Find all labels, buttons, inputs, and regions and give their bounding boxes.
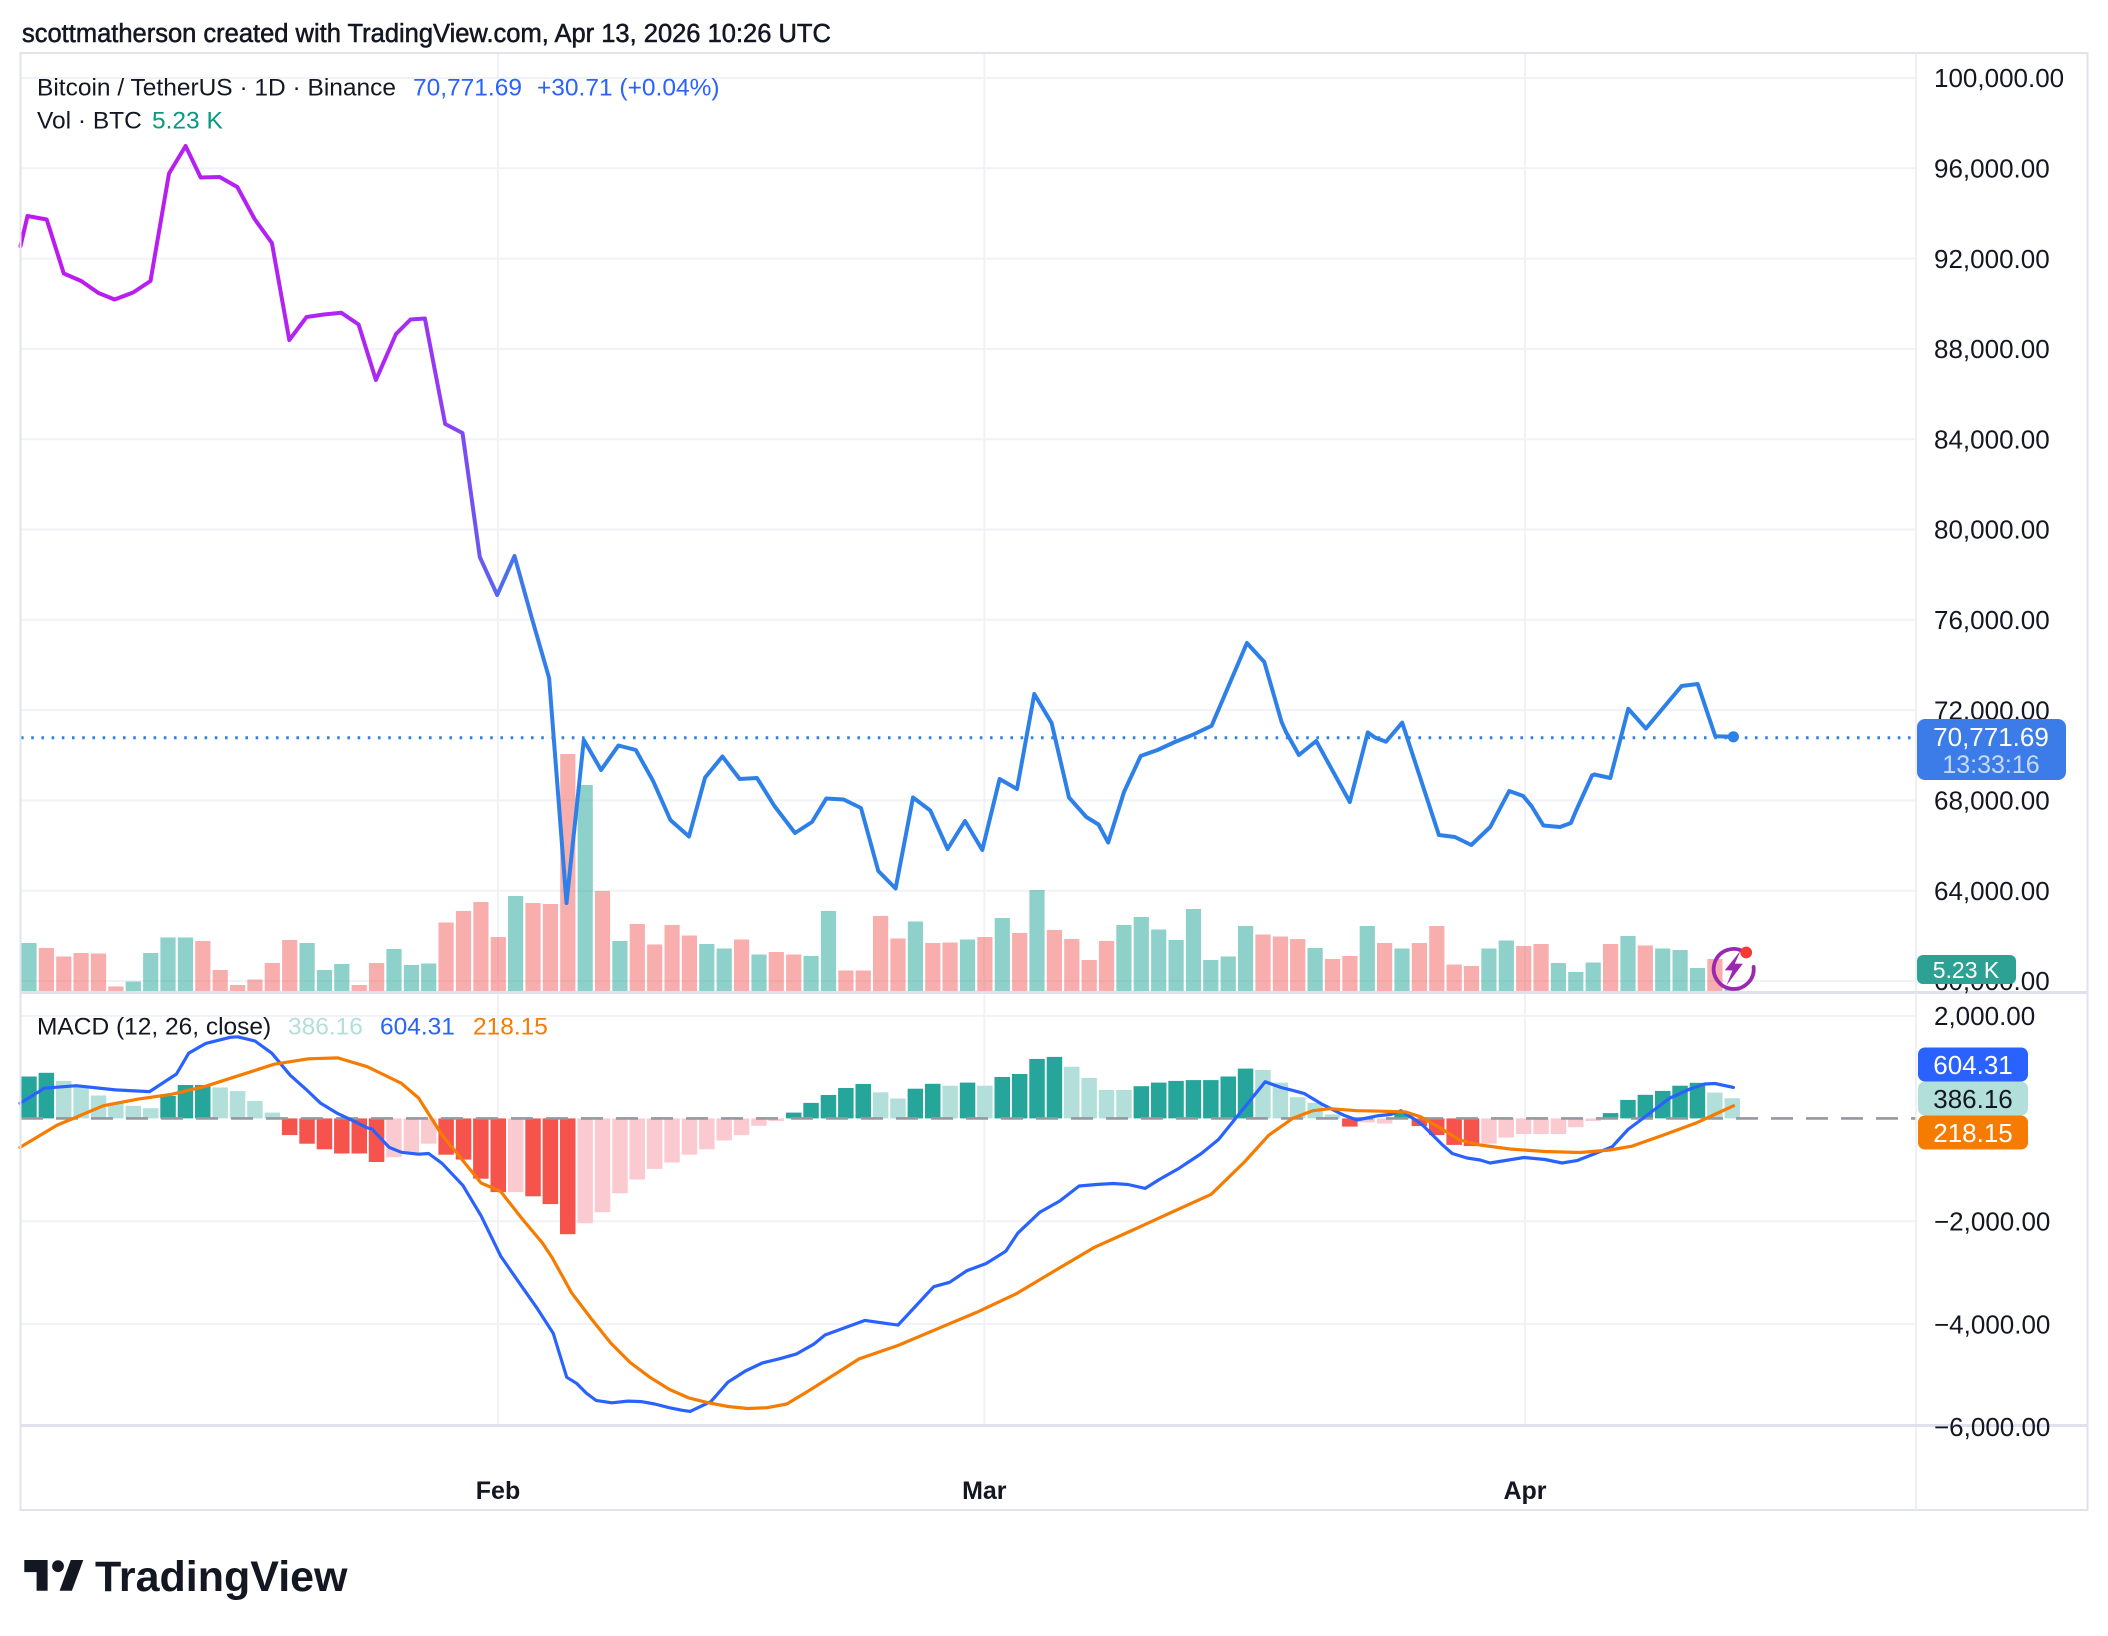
svg-text:68,000.00: 68,000.00 [1934, 786, 2050, 816]
svg-text:76,000.00: 76,000.00 [1934, 605, 2050, 635]
svg-text:Bitcoin / TetherUS · 1D · Bina: Bitcoin / TetherUS · 1D · Binance [37, 75, 396, 102]
svg-text:604.31: 604.31 [1933, 1050, 2013, 1080]
svg-text:scottmatherson created with Tr: scottmatherson created with TradingView.… [22, 20, 831, 48]
svg-text:TradingView: TradingView [95, 1553, 348, 1601]
svg-text:218.15: 218.15 [473, 1014, 548, 1041]
svg-text:96,000.00: 96,000.00 [1934, 154, 2050, 184]
svg-text:92,000.00: 92,000.00 [1934, 244, 2050, 274]
svg-text:80,000.00: 80,000.00 [1934, 515, 2050, 545]
svg-text:84,000.00: 84,000.00 [1934, 424, 2050, 454]
svg-text:218.15: 218.15 [1933, 1118, 2013, 1148]
svg-text:70,771.69: 70,771.69 [1933, 722, 2049, 752]
svg-text:604.31: 604.31 [380, 1014, 455, 1041]
svg-text:64,000.00: 64,000.00 [1934, 876, 2050, 906]
svg-text:−4,000.00: −4,000.00 [1934, 1309, 2050, 1339]
svg-text:5.23 K: 5.23 K [1933, 957, 2000, 983]
svg-text:2,000.00: 2,000.00 [1934, 1001, 2035, 1031]
svg-text:Feb: Feb [476, 1477, 520, 1505]
svg-text:Vol · BTC: Vol · BTC [37, 108, 142, 135]
svg-text:Apr: Apr [1503, 1477, 1546, 1505]
svg-text:13:33:16: 13:33:16 [1942, 751, 2039, 779]
svg-text:386.16: 386.16 [288, 1014, 363, 1041]
svg-text:88,000.00: 88,000.00 [1934, 334, 2050, 364]
svg-text:70,771.69: 70,771.69 [413, 75, 522, 102]
svg-text:386.16: 386.16 [1933, 1084, 2013, 1114]
svg-text:Mar: Mar [962, 1477, 1007, 1505]
svg-text:5.23 K: 5.23 K [152, 108, 223, 135]
svg-text:100,000.00: 100,000.00 [1934, 63, 2064, 93]
svg-text:−6,000.00: −6,000.00 [1934, 1412, 2050, 1442]
svg-text:−2,000.00: −2,000.00 [1934, 1206, 2050, 1236]
svg-text:MACD (12, 26, close): MACD (12, 26, close) [37, 1014, 271, 1041]
svg-text:+30.71 (+0.04%): +30.71 (+0.04%) [537, 75, 720, 102]
